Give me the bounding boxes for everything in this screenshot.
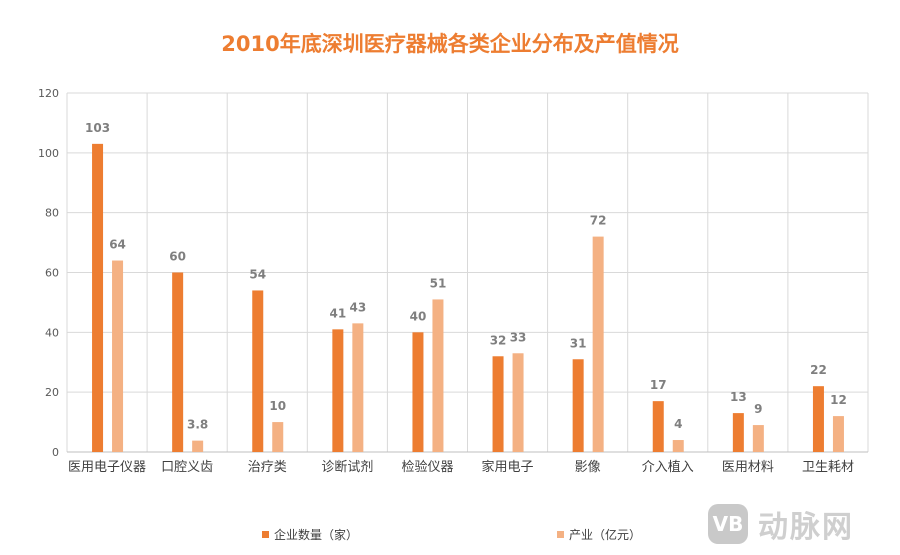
x-tick-label: 口腔义齿	[161, 460, 213, 475]
data-label-output: 51	[430, 276, 447, 290]
data-label-output: 9	[754, 402, 762, 416]
data-label-output: 72	[590, 214, 607, 228]
bar-output	[112, 260, 124, 452]
data-label-enterprises: 60	[169, 250, 186, 264]
legend-swatch-enterprises	[262, 531, 269, 538]
bar-enterprises	[92, 143, 104, 452]
legend-label-output: 产业（亿元）	[569, 528, 642, 542]
data-labels: 103 60 54 41 40 32 31 17 13 22 64 3.8 10 43 51 33 72 4 9 12	[85, 121, 847, 432]
bar-output	[512, 353, 524, 452]
y-tick-label: 0	[52, 446, 59, 459]
grid-layer	[66, 92, 869, 453]
data-label-output: 4	[674, 417, 682, 431]
data-label-output: 33	[510, 330, 527, 344]
x-tick-label: 医用材料	[722, 460, 774, 475]
data-label-enterprises: 13	[730, 390, 747, 404]
data-label-enterprises: 40	[410, 309, 427, 323]
legend-swatch-output	[557, 531, 564, 538]
bar-output	[272, 422, 284, 452]
bar-enterprises	[412, 332, 424, 452]
y-tick-label: 60	[45, 267, 59, 280]
data-label-enterprises: 32	[490, 333, 507, 347]
x-tick-label: 医用电子仪器	[68, 460, 146, 475]
bar-enterprises	[572, 359, 584, 452]
bar-output	[752, 425, 764, 452]
x-tick-label: 介入植入	[642, 460, 694, 475]
x-tick-label: 治疗类	[248, 460, 287, 475]
y-tick-label: 120	[38, 87, 59, 100]
y-axis-ticks: 0 20 40 60 80 100 120	[38, 87, 59, 459]
data-label-enterprises: 103	[85, 121, 110, 135]
bar-output	[832, 416, 844, 452]
bars	[92, 143, 844, 452]
data-label-enterprises: 22	[810, 363, 827, 377]
data-label-output: 43	[349, 300, 366, 314]
data-label-output: 64	[109, 238, 126, 252]
bar-enterprises	[732, 413, 744, 452]
y-tick-label: 40	[45, 326, 59, 339]
bar-enterprises	[652, 401, 664, 452]
bar-output	[352, 323, 364, 452]
bar-enterprises	[172, 272, 184, 452]
x-axis-labels: 医用电子仪器 口腔义齿 治疗类 诊断试剂 检验仪器 家用电子 影像 介入植入 医用材料 卫生耗材	[68, 459, 854, 475]
watermark: VB 动脉网	[708, 500, 898, 548]
data-label-output: 3.8	[187, 418, 208, 432]
data-label-enterprises: 17	[650, 378, 667, 392]
y-tick-label: 100	[38, 147, 59, 160]
legend-item-output: 产业（亿元）	[557, 526, 641, 543]
x-tick-label: 影像	[575, 460, 601, 475]
data-label-enterprises: 31	[570, 336, 587, 350]
bar-output	[432, 299, 444, 452]
bar-enterprises	[332, 329, 344, 452]
chart-title: 2010年底深圳医疗器械各类企业分布及产值情况	[221, 32, 679, 56]
bar-output	[672, 440, 684, 452]
y-tick-label: 80	[45, 207, 59, 220]
legend-item-enterprises: 企业数量（家）	[262, 526, 358, 543]
brand-logo-icon: VB	[708, 504, 748, 544]
data-label-enterprises: 54	[249, 267, 266, 281]
data-label-output: 10	[269, 399, 286, 413]
y-tick-label: 20	[45, 386, 59, 399]
bar-output	[192, 440, 204, 452]
bar-enterprises	[252, 290, 264, 452]
bar-enterprises	[492, 356, 504, 452]
bar-chart: 0 20 40 60 80 100 120 103 60 54 41 40 32 31 17 13 22 64 3…	[38, 87, 869, 475]
data-label-enterprises: 41	[329, 306, 346, 320]
x-tick-label: 家用电子	[482, 459, 534, 475]
x-tick-label: 卫生耗材	[802, 460, 854, 475]
data-label-output: 12	[830, 393, 847, 407]
legend-label-enterprises: 企业数量（家）	[274, 528, 359, 542]
bar-enterprises	[812, 386, 824, 452]
legend: 企业数量（家） 产业（亿元）	[0, 526, 900, 546]
x-tick-label: 诊断试剂	[321, 460, 373, 475]
bar-output	[592, 236, 604, 452]
brand-name: 动脉网	[758, 510, 854, 545]
x-tick-label: 检验仪器	[401, 459, 453, 475]
